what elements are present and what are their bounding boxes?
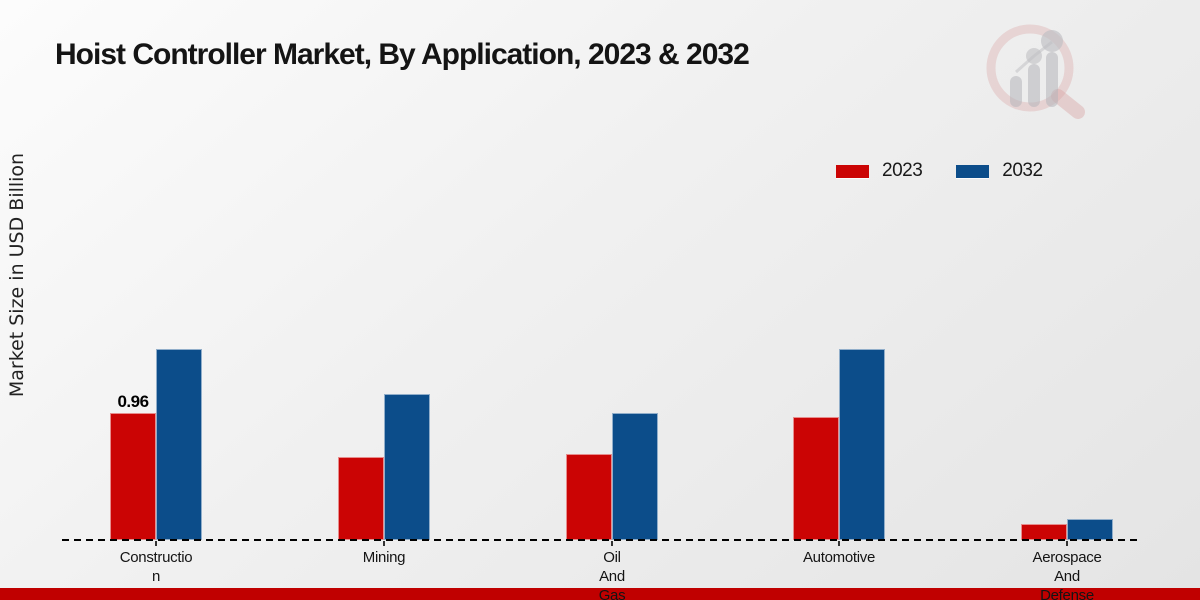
legend-item-2032: 2032	[956, 160, 1043, 182]
bar-2032-aerospace-and-defense	[1067, 519, 1113, 540]
bar-2023-oil-and-gas	[566, 454, 612, 540]
bar-2023-aerospace-and-defense	[1021, 524, 1067, 540]
x-axis-tick-oil-and-gas	[611, 541, 613, 546]
legend-label: 2032	[1002, 160, 1043, 181]
chart-title: Hoist Controller Market, By Application,…	[55, 38, 750, 71]
x-axis-label-oil-and-gas: Oil And Gas	[598, 549, 626, 600]
x-axis-tick-aerospace-and-defense	[1066, 541, 1068, 546]
bar-2032-construction	[156, 349, 202, 540]
footer-accent-bar	[0, 588, 1200, 600]
x-axis-label-automotive: Automotive	[802, 549, 876, 566]
bar-2023-construction	[110, 413, 156, 540]
x-axis-baseline	[62, 539, 1140, 541]
bar-2023-automotive	[793, 417, 839, 540]
x-axis-label-aerospace-and-defense: Aerospace And Defense	[1032, 549, 1102, 600]
x-axis-label-mining: Mining	[362, 549, 406, 566]
bar-2032-oil-and-gas	[612, 413, 658, 540]
bar-value-label: 0.96	[117, 392, 149, 411]
bar-2023-mining	[338, 457, 384, 540]
x-axis-label-construction: Constructio n	[119, 549, 193, 585]
bar-2032-automotive	[839, 349, 885, 540]
x-axis-tick-construction	[155, 541, 157, 546]
magnifier-bar-chart-watermark-icon	[986, 24, 1085, 119]
x-axis-tick-mining	[383, 541, 385, 546]
x-axis-tick-automotive	[838, 541, 840, 546]
legend-swatch-2032	[956, 164, 990, 178]
legend-label: 2023	[882, 160, 923, 181]
bar-2032-mining	[384, 394, 430, 540]
legend: 2023 2032	[836, 160, 1043, 182]
legend-item-2023: 2023	[836, 160, 923, 182]
legend-swatch-2023	[836, 164, 869, 178]
